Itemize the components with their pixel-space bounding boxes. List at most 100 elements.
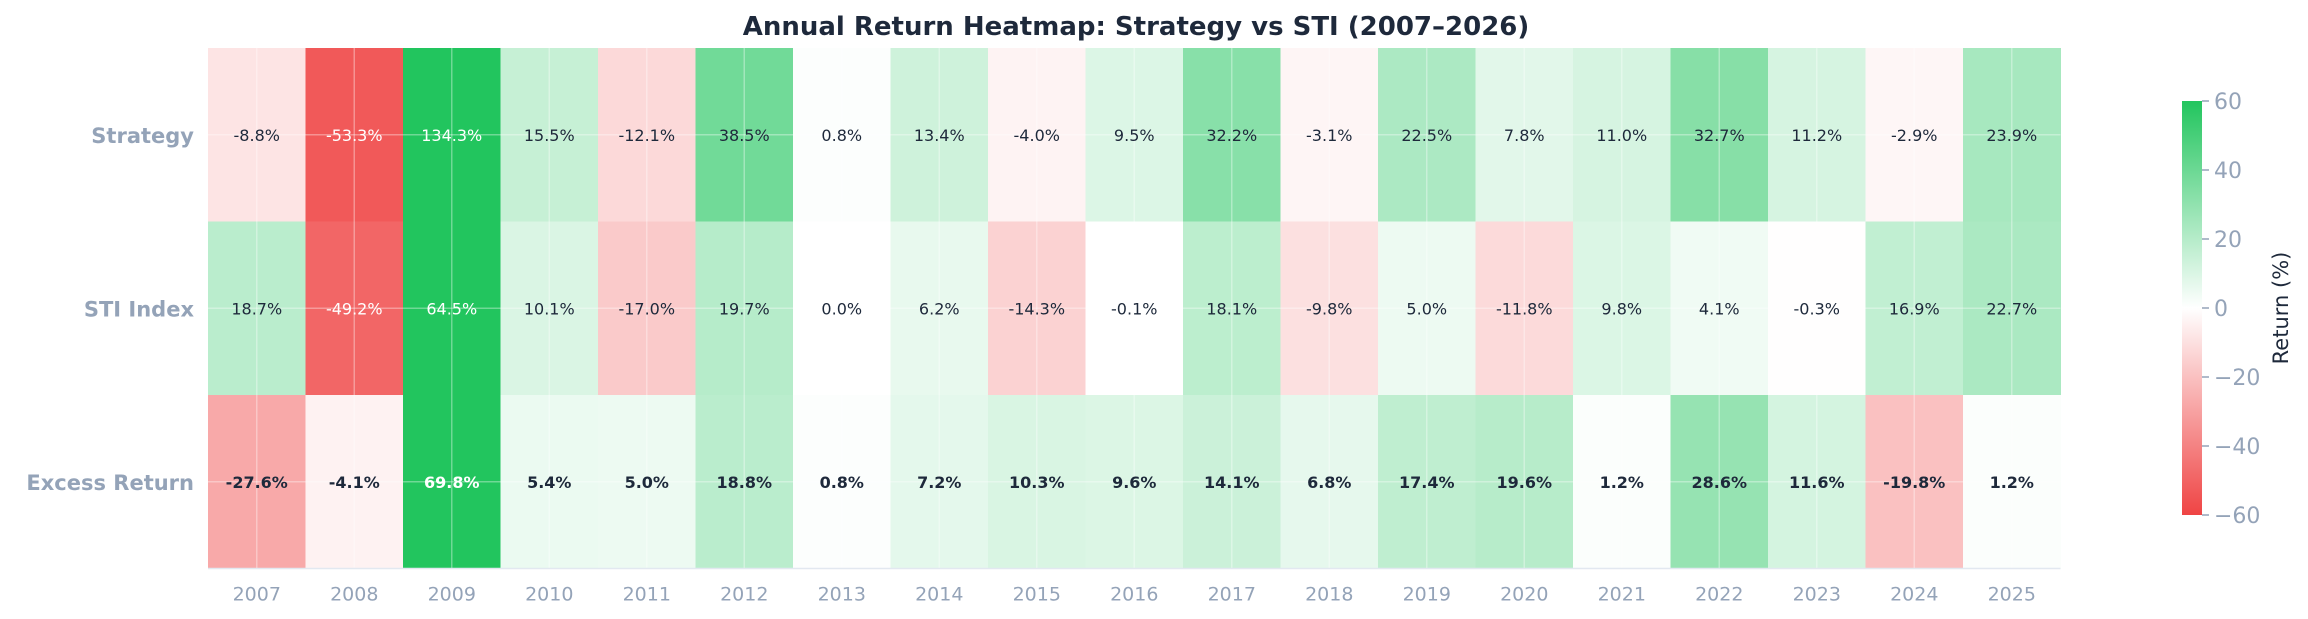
x-tick-label: 2023 <box>1793 584 1841 606</box>
heatmap-cell <box>1475 395 1574 569</box>
heatmap-cell <box>208 221 306 396</box>
colorbar-tick-label: 40 <box>2214 159 2242 184</box>
cell-value-label: -9.8% <box>1306 299 1352 318</box>
cell-value-label: 0.8% <box>820 473 864 492</box>
heatmap-cell <box>1475 221 1574 396</box>
row-labels: Strategy STI Index Excess Return <box>26 124 194 495</box>
cell-value-label: 10.3% <box>1009 473 1065 492</box>
heatmap-cell <box>1963 395 2061 569</box>
heatmap-cell <box>695 221 794 396</box>
cell-value-label: 19.7% <box>719 299 770 318</box>
heatmap-cell <box>305 221 404 396</box>
heatmap-cell <box>1963 48 2061 222</box>
x-tick-label: 2017 <box>1208 584 1256 606</box>
heatmap-cell <box>208 395 306 569</box>
cell-value-label: 6.2% <box>919 299 960 318</box>
heatmap-cell <box>1768 395 1866 569</box>
cell-value-label: 9.5% <box>1114 126 1155 145</box>
colorbar-tick-label: 20 <box>2214 228 2242 253</box>
x-tick-label: 2015 <box>1013 584 1061 606</box>
x-tick-label: 2007 <box>233 584 281 606</box>
x-tick-label: 2022 <box>1695 584 1743 606</box>
cell-value-label: 1.2% <box>1990 473 2034 492</box>
colorbar: 60 40 20 0 −20 −40 −60 Return (%) <box>2182 90 2293 529</box>
cell-value-label: 5.4% <box>527 473 571 492</box>
cell-value-label: 64.5% <box>426 299 477 318</box>
heatmap-cell <box>1573 48 1671 222</box>
heatmap-cell <box>1670 395 1769 569</box>
cell-value-label: -11.8% <box>1496 299 1553 318</box>
cell-value-label: 0.0% <box>821 299 862 318</box>
x-tick-label: 2010 <box>525 584 573 606</box>
cell-value-label: 134.3% <box>421 126 482 145</box>
heatmap-cell <box>403 221 501 396</box>
heatmap-cell <box>890 48 989 222</box>
cell-value-label: 7.8% <box>1504 126 1545 145</box>
cell-value-label: 28.6% <box>1691 473 1747 492</box>
cell-value-label: 13.4% <box>914 126 965 145</box>
cell-value-label: 22.7% <box>1986 299 2037 318</box>
cell-value-label: 0.8% <box>821 126 862 145</box>
heatmap-grid <box>208 48 2061 570</box>
heatmap-cell <box>988 48 1086 222</box>
heatmap-cell <box>1670 221 1769 396</box>
heatmap-cell <box>1865 395 1964 569</box>
heatmap-cell <box>598 395 696 569</box>
cell-value-label: 5.0% <box>625 473 669 492</box>
x-tick-label: 2011 <box>623 584 671 606</box>
x-tick-label: 2024 <box>1890 584 1938 606</box>
cell-value-label: -27.6% <box>226 473 288 492</box>
heatmap-cell <box>1768 48 1866 222</box>
x-tick-label: 2025 <box>1988 584 2036 606</box>
cell-value-label: 18.8% <box>716 473 772 492</box>
cell-value-label: -19.8% <box>1883 473 1945 492</box>
heatmap-cell <box>1085 221 1184 396</box>
x-tick-label: 2009 <box>428 584 476 606</box>
colorbar-tick-label: −40 <box>2214 435 2260 460</box>
heatmap-cell <box>695 48 794 222</box>
cell-value-label: 11.6% <box>1789 473 1845 492</box>
heatmap-cell <box>1865 48 1964 222</box>
cell-value-label: 32.2% <box>1206 126 1257 145</box>
x-tick-label: 2012 <box>720 584 768 606</box>
heatmap-cell <box>1670 48 1769 222</box>
heatmap-cell <box>403 395 501 569</box>
colorbar-gradient <box>2182 101 2202 515</box>
cell-value-label: 9.8% <box>1601 299 1642 318</box>
cell-value-label: -49.2% <box>326 299 383 318</box>
heatmap-cell <box>1280 221 1379 396</box>
heatmap-cell <box>1865 221 1964 396</box>
x-tick-label: 2013 <box>818 584 866 606</box>
cell-value-label: -12.1% <box>618 126 675 145</box>
cell-value-label: -8.8% <box>234 126 280 145</box>
x-tick-labels: 2007 2008 2009 2010 2011 2012 2013 2014 2015 2016… <box>233 584 2036 606</box>
cell-value-label: -3.1% <box>1306 126 1352 145</box>
heatmap-cell <box>1280 395 1379 569</box>
row-label: Strategy <box>91 124 194 148</box>
cell-value-label: 4.1% <box>1699 299 1740 318</box>
heatmap-cell <box>500 395 599 569</box>
cell-value-label: 6.8% <box>1307 473 1351 492</box>
x-tick-label: 2018 <box>1305 584 1353 606</box>
x-tick-label: 2021 <box>1598 584 1646 606</box>
cell-value-label: -4.1% <box>329 473 380 492</box>
heatmap-cell <box>793 395 891 569</box>
cell-value-label: -14.3% <box>1008 299 1065 318</box>
cell-value-label: -0.3% <box>1794 299 1840 318</box>
cell-value-label: 15.5% <box>524 126 575 145</box>
cell-value-label: 11.2% <box>1791 126 1842 145</box>
cell-value-label: -2.9% <box>1891 126 1937 145</box>
cell-value-label: 9.6% <box>1112 473 1156 492</box>
cell-value-label: 1.2% <box>1600 473 1644 492</box>
heatmap-cell <box>1963 221 2061 396</box>
cell-value-label: 7.2% <box>917 473 961 492</box>
heatmap-cell <box>1085 48 1184 222</box>
x-tick-label: 2016 <box>1110 584 1158 606</box>
x-tick-label: 2008 <box>330 584 378 606</box>
cell-value-label: 32.7% <box>1694 126 1745 145</box>
heatmap-cell <box>305 395 404 569</box>
heatmap-cell-labels: -8.8% -53.3% 134.3% 15.5% -12.1% 38.5% 0.8% 13.… <box>226 126 2037 492</box>
cell-value-label: 23.9% <box>1986 126 2037 145</box>
